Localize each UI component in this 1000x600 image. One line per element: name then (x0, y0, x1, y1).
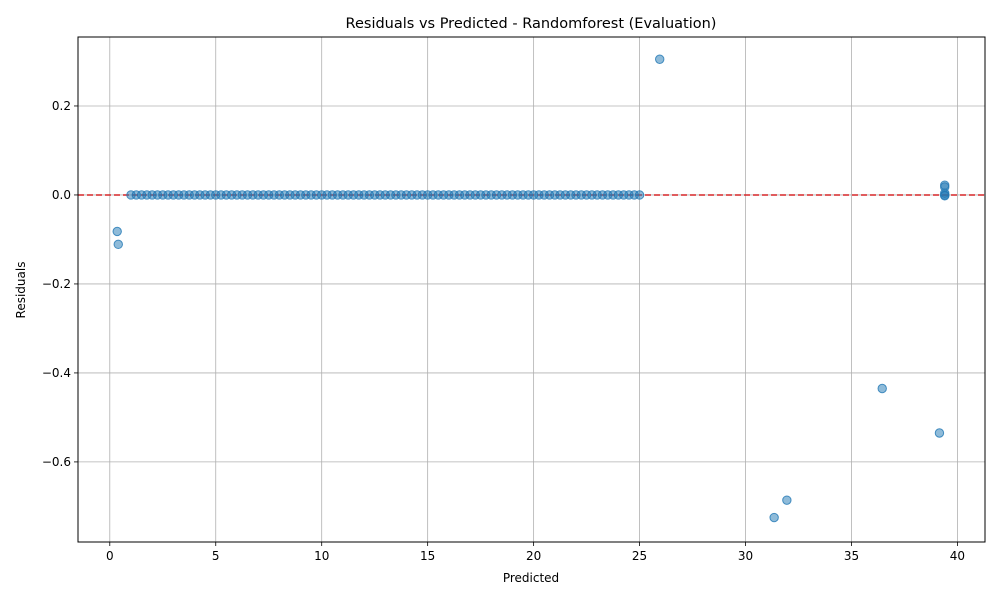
chart-title: Residuals vs Predicted - Randomforest (E… (346, 16, 717, 32)
y-tick-label: 0.2 (52, 99, 71, 113)
data-point (877, 383, 887, 394)
x-tick-label: 0 (106, 549, 114, 563)
data-point (634, 190, 645, 200)
scatter-points (112, 54, 950, 523)
data-point (782, 495, 792, 505)
x-tick-label: 5 (212, 549, 220, 563)
x-tick-label: 35 (844, 549, 859, 563)
y-axis-ticks: 0.2 0.0 −0.2 −0.4 −0.6 (42, 99, 78, 469)
data-point (655, 54, 665, 64)
x-tick-label: 25 (632, 549, 647, 563)
data-point (112, 226, 122, 237)
x-tick-label: 30 (738, 549, 753, 563)
x-tick-label: 10 (314, 549, 329, 563)
x-axis-ticks: 0 5 10 15 20 25 30 35 40 (106, 542, 965, 563)
x-tick-label: 15 (420, 549, 435, 563)
x-tick-label: 20 (526, 549, 541, 563)
x-axis-title: Predicted (503, 571, 559, 585)
data-point (113, 239, 123, 250)
y-tick-label: −0.6 (42, 455, 71, 469)
y-axis-title: Residuals (14, 262, 28, 319)
plot-frame (77, 36, 986, 543)
y-tick-label: −0.2 (42, 277, 71, 291)
data-point (940, 191, 950, 201)
y-tick-label: 0.0 (52, 188, 71, 202)
data-point (934, 428, 945, 438)
grid (78, 37, 985, 542)
y-tick-label: −0.4 (42, 366, 71, 380)
data-point (769, 512, 779, 523)
x-tick-label: 40 (950, 549, 965, 563)
